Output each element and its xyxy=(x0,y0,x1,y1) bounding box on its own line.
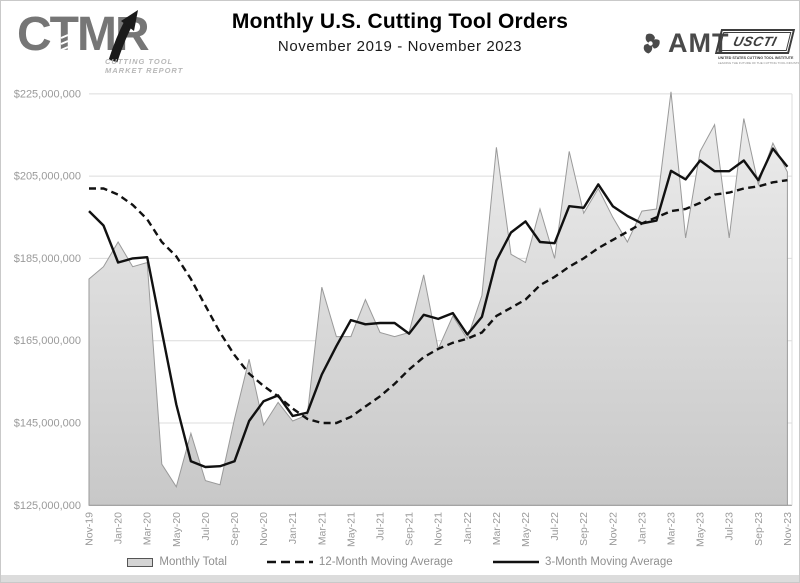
y-axis-labels: $225,000,000 $205,000,000 $185,000,000 $165… xyxy=(14,88,81,511)
svg-text:Jan-22: Jan-22 xyxy=(462,512,474,544)
svg-text:Jul-22: Jul-22 xyxy=(549,512,561,541)
ctmr-logo: CTMR CUTTING TOOL MARKET REPORT xyxy=(17,7,197,75)
ctmr-logo-tagline: CUTTING TOOL MARKET REPORT xyxy=(105,57,184,75)
svg-text:Sep-20: Sep-20 xyxy=(229,512,241,546)
legend-label: Monthly Total xyxy=(159,556,227,568)
svg-text:Nov-23: Nov-23 xyxy=(782,512,794,546)
svg-text:$185,000,000: $185,000,000 xyxy=(14,253,81,265)
svg-text:Nov-19: Nov-19 xyxy=(84,512,96,546)
svg-text:Jan-20: Jan-20 xyxy=(113,512,125,544)
legend-item-12-month-moving-average: 12-Month Moving Average xyxy=(266,556,453,568)
svg-text:Jul-20: Jul-20 xyxy=(200,512,212,541)
twelve-month-moving-average-line xyxy=(89,179,788,425)
three-month-moving-average-line xyxy=(88,147,789,469)
legend-item-3-month-moving-average: 3-Month Moving Average xyxy=(492,556,673,568)
svg-text:Sep-21: Sep-21 xyxy=(404,512,416,546)
svg-text:$225,000,000: $225,000,000 xyxy=(14,88,81,100)
svg-text:Mar-21: Mar-21 xyxy=(316,512,328,545)
svg-text:Sep-22: Sep-22 xyxy=(578,512,590,546)
uscti-logo-tagline: LEADING THE FUTURE OF THE CUTTING TOOL I… xyxy=(718,61,800,65)
uscti-logo: USCTI UNITED STATES CUTTING TOOL INSTITU… xyxy=(714,29,800,65)
svg-text:Nov-20: Nov-20 xyxy=(258,512,270,546)
solid-line-swatch-icon xyxy=(492,560,539,564)
dashed-line-swatch-icon xyxy=(266,560,313,564)
svg-text:Jan-21: Jan-21 xyxy=(287,512,299,544)
svg-text:Mar-23: Mar-23 xyxy=(666,512,678,545)
svg-text:Jul-23: Jul-23 xyxy=(724,512,736,541)
svg-text:Nov-21: Nov-21 xyxy=(433,512,445,546)
svg-text:Nov-22: Nov-22 xyxy=(607,512,619,546)
svg-text:$205,000,000: $205,000,000 xyxy=(14,171,81,183)
legend-label: 12-Month Moving Average xyxy=(318,556,453,568)
legend-item-monthly-total: Monthly Total xyxy=(127,556,227,568)
amt-logo-text: AMT xyxy=(668,28,730,58)
svg-text:$145,000,000: $145,000,000 xyxy=(14,418,81,430)
svg-text:Jul-21: Jul-21 xyxy=(375,512,387,541)
svg-text:$165,000,000: $165,000,000 xyxy=(14,335,81,347)
svg-text:May-22: May-22 xyxy=(520,512,532,547)
svg-text:May-23: May-23 xyxy=(695,512,707,547)
svg-text:Sep-23: Sep-23 xyxy=(753,512,765,546)
x-axis-labels: Nov-19 Jan-20 Mar-20 May-20 Jul-20 Sep-20 Nov-… xyxy=(84,512,794,547)
uscti-logo-name: UNITED STATES CUTTING TOOL INSTITUTE xyxy=(718,56,794,60)
amt-trefoil-icon xyxy=(643,33,660,54)
svg-text:Jan-23: Jan-23 xyxy=(636,512,648,544)
svg-text:Mar-20: Mar-20 xyxy=(142,512,154,545)
legend-label: 3-Month Moving Average xyxy=(544,556,673,568)
amt-logo: AMT xyxy=(637,28,729,59)
chart-legend: Monthly Total 12-Month Moving Average 3-… xyxy=(1,556,799,568)
window-bottom-strip xyxy=(1,575,799,582)
svg-text:May-21: May-21 xyxy=(345,512,357,547)
monthly-total-swatch-icon xyxy=(127,557,154,567)
ctmr-logo-arrow-icon xyxy=(60,10,138,63)
monthly-total-area xyxy=(88,91,788,506)
svg-text:Mar-22: Mar-22 xyxy=(491,512,503,545)
svg-text:$125,000,000: $125,000,000 xyxy=(14,500,81,512)
svg-text:May-20: May-20 xyxy=(171,512,183,547)
